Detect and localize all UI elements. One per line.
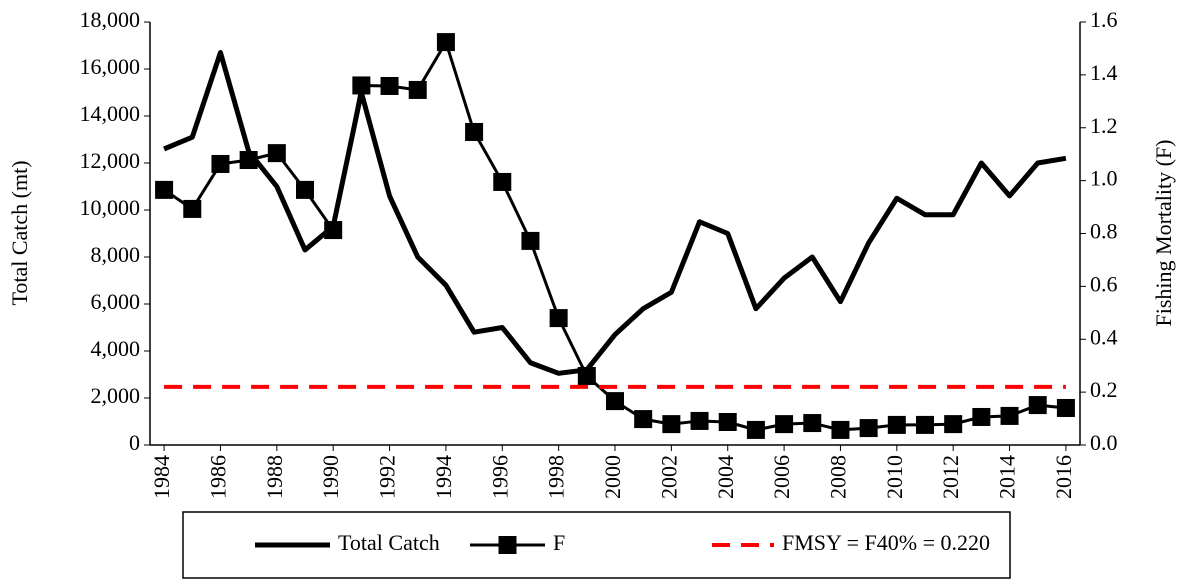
- marker: [239, 151, 258, 170]
- y2-tick-label: 0.8: [1090, 219, 1118, 244]
- marker: [859, 419, 878, 438]
- y-tick-label: 8,000: [91, 242, 141, 267]
- marker: [1056, 398, 1075, 417]
- marker: [324, 221, 343, 240]
- marker: [211, 154, 230, 173]
- legend-marker: [498, 536, 517, 554]
- y-tick-label: 10,000: [80, 195, 141, 220]
- x-tick-label: 2002: [656, 455, 681, 499]
- x-tick-label: 2004: [713, 455, 738, 499]
- marker: [606, 392, 624, 411]
- marker: [155, 180, 174, 199]
- y2-tick-label: 1.2: [1090, 113, 1118, 138]
- marker: [267, 144, 286, 163]
- marker: [549, 309, 568, 328]
- y2-tick-label: 0.6: [1090, 271, 1118, 296]
- y2-axis-label: Fishing Mortality (F): [1151, 139, 1176, 326]
- x-tick-label: 2000: [600, 455, 625, 499]
- x-tick-label: 1986: [206, 455, 231, 499]
- x-tick-label: 1990: [318, 455, 343, 499]
- marker: [521, 231, 540, 250]
- x-tick-label: 2012: [938, 455, 963, 499]
- y2-tick-label: 0.0: [1090, 430, 1118, 455]
- x-tick-label: 2006: [769, 455, 794, 499]
- y2-tick-label: 1.6: [1090, 7, 1118, 32]
- x-tick-label: 1992: [375, 455, 400, 499]
- marker: [380, 76, 399, 95]
- y-tick-label: 14,000: [80, 101, 141, 126]
- marker: [1000, 406, 1019, 425]
- marker: [408, 80, 427, 99]
- marker: [493, 172, 512, 191]
- marker: [1028, 396, 1047, 415]
- series-line: [163, 50, 1067, 376]
- x-tick-label: 2016: [1051, 455, 1076, 499]
- marker: [183, 199, 202, 218]
- x-tick-label: 1988: [262, 455, 287, 499]
- marker: [352, 76, 371, 95]
- x-tick-label: 1984: [149, 455, 174, 499]
- marker: [718, 412, 737, 431]
- marker: [831, 420, 850, 439]
- marker: [944, 415, 963, 434]
- marker: [577, 366, 596, 385]
- marker: [634, 410, 653, 429]
- y-tick-label: 6,000: [91, 289, 141, 314]
- x-tick-label: 1996: [487, 455, 512, 499]
- legend-label: F: [553, 530, 565, 555]
- marker: [775, 415, 794, 434]
- marker: [662, 415, 681, 434]
- x-tick-label: 1998: [544, 455, 569, 499]
- marker: [465, 122, 484, 141]
- y2-tick-label: 1.4: [1090, 60, 1118, 85]
- y2-tick-label: 1.0: [1090, 166, 1118, 191]
- marker: [746, 420, 765, 439]
- marker: [972, 407, 991, 426]
- y-tick-label: 16,000: [80, 54, 141, 79]
- legend-box: [182, 511, 1011, 579]
- marker: [803, 414, 822, 433]
- y-tick-label: 12,000: [80, 148, 141, 173]
- y2-tick-label: 0.4: [1090, 324, 1118, 349]
- marker: [690, 411, 709, 430]
- marker: [436, 33, 455, 52]
- marker: [296, 180, 314, 199]
- y-tick-label: 0: [129, 430, 140, 455]
- x-tick-label: 2008: [826, 455, 851, 499]
- x-tick-label: 2010: [882, 455, 907, 499]
- y-axis-label: Total Catch (mt): [7, 160, 32, 305]
- legend-label: FMSY = F40% = 0.220: [782, 530, 990, 555]
- y-tick-label: 4,000: [91, 336, 141, 361]
- marker: [916, 415, 934, 434]
- legend-label: Total Catch: [338, 530, 440, 555]
- y2-tick-label: 0.2: [1090, 377, 1118, 402]
- y-tick-label: 18,000: [80, 7, 141, 32]
- x-tick-label: 1994: [431, 455, 456, 499]
- x-tick-label: 2014: [995, 455, 1020, 499]
- y-tick-label: 2,000: [91, 383, 141, 408]
- marker: [887, 415, 906, 434]
